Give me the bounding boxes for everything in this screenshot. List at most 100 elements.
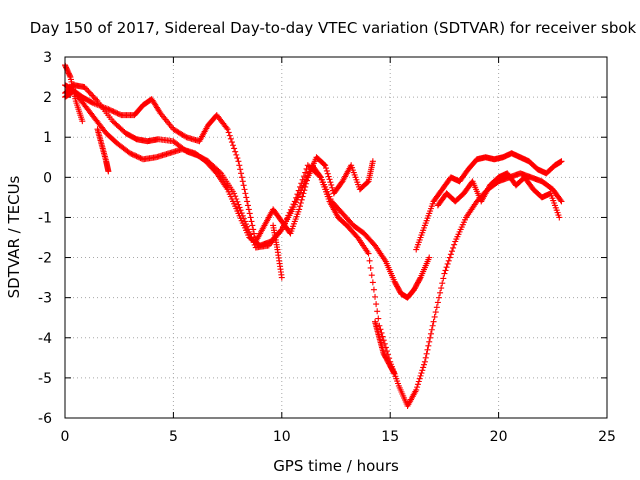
- data-point: [231, 190, 238, 197]
- data-point: [413, 386, 420, 393]
- trace-point: [114, 110, 121, 117]
- data-point: [244, 198, 251, 205]
- trace-point: [299, 193, 306, 200]
- trace-point: [424, 346, 431, 353]
- trace-point: [427, 334, 434, 341]
- trace-point: [246, 210, 253, 217]
- data-point: [558, 198, 565, 205]
- trace-point: [109, 107, 116, 114]
- trace-point: [182, 133, 189, 140]
- trace-point: [324, 170, 331, 177]
- trace-point: [297, 200, 304, 207]
- trace-point: [137, 155, 144, 162]
- trace-point: [442, 267, 449, 274]
- y-tick-label: 3: [43, 50, 52, 66]
- trace-point: [117, 111, 124, 118]
- trace-point: [227, 135, 234, 142]
- trace-point: [433, 304, 440, 311]
- trace-point: [236, 204, 243, 211]
- plot-frame: [64, 56, 608, 419]
- trace-point: [445, 257, 452, 264]
- trace-point: [236, 162, 243, 169]
- trace-point: [423, 350, 430, 357]
- trace-point: [557, 197, 564, 204]
- data-point: [365, 250, 372, 257]
- series-5: [434, 170, 563, 221]
- trace-point: [89, 92, 96, 99]
- data-point: [235, 158, 242, 165]
- y-tick-label: -5: [38, 371, 52, 387]
- trace-point: [82, 85, 89, 92]
- trace-point: [428, 326, 435, 333]
- trace-point: [237, 207, 244, 214]
- trace-point: [434, 299, 441, 306]
- trace-point: [238, 170, 245, 177]
- trace-point: [329, 184, 336, 191]
- grid: [64, 56, 608, 419]
- trace-point: [235, 201, 242, 208]
- trace-point: [369, 279, 376, 286]
- y-tick-label: 2: [43, 90, 52, 106]
- trace-point: [277, 227, 284, 234]
- trace-point: [438, 285, 445, 292]
- y-tick-label: -4: [38, 331, 52, 347]
- trace-point: [88, 91, 95, 98]
- trace-point: [156, 108, 163, 115]
- trace-point: [418, 370, 425, 377]
- trace-point: [107, 107, 114, 114]
- x-tick-label: 20: [490, 429, 508, 445]
- trace-point: [431, 313, 438, 320]
- y-tick-label: 1: [43, 130, 52, 146]
- trace-point: [85, 88, 92, 95]
- trace-point: [419, 367, 426, 374]
- trace-point: [129, 151, 136, 158]
- trace-point: [323, 167, 330, 174]
- y-axis-label: SDTVAR / TECUs: [5, 175, 23, 298]
- series-3: [62, 88, 565, 409]
- x-tick-label: 5: [169, 429, 178, 445]
- trace-point: [84, 86, 91, 93]
- data-point: [105, 168, 112, 175]
- x-tick-label: 25: [598, 429, 616, 445]
- trace-point: [380, 337, 387, 344]
- trace-point: [435, 294, 442, 301]
- trace-point: [375, 315, 382, 322]
- trace-point: [325, 173, 332, 180]
- data-point: [421, 358, 428, 365]
- trace-point: [234, 155, 241, 162]
- data-point: [127, 150, 134, 157]
- trace-point: [437, 289, 444, 296]
- trace-point: [249, 222, 256, 229]
- trace-point: [448, 248, 455, 255]
- trace-point: [444, 260, 451, 267]
- chart-title: Day 150 of 2017, Sidereal Day-to-day VTE…: [30, 19, 637, 37]
- trace-point: [450, 244, 457, 251]
- trace-point: [239, 178, 246, 185]
- tick-labels: 0 5 10 15 20 25 -6 -5 -4 -3 -2 -1 0 1 2 3: [38, 50, 616, 445]
- trace-point: [374, 308, 381, 315]
- trace-point: [421, 361, 428, 368]
- x-tick-label: 10: [273, 429, 291, 445]
- trace-point: [373, 301, 380, 308]
- trace-point: [130, 152, 137, 159]
- trace-point: [447, 251, 454, 258]
- y-tick-label: -3: [38, 291, 52, 307]
- trace-point: [370, 286, 377, 293]
- trace-point: [111, 109, 118, 116]
- trace-point: [420, 364, 427, 371]
- trace-point: [443, 264, 450, 271]
- trace-point: [241, 186, 248, 193]
- trace-point: [86, 89, 93, 96]
- trace-point: [366, 257, 373, 264]
- series-4: [413, 150, 565, 253]
- trace-point: [90, 93, 97, 100]
- trace-point: [128, 150, 135, 157]
- trace-point: [91, 95, 98, 102]
- trace-point: [240, 182, 247, 189]
- trace-point: [416, 375, 423, 382]
- trace-point: [327, 179, 334, 186]
- series-6: [62, 62, 86, 125]
- trace-point: [244, 202, 251, 209]
- x-tick-label: 0: [61, 429, 70, 445]
